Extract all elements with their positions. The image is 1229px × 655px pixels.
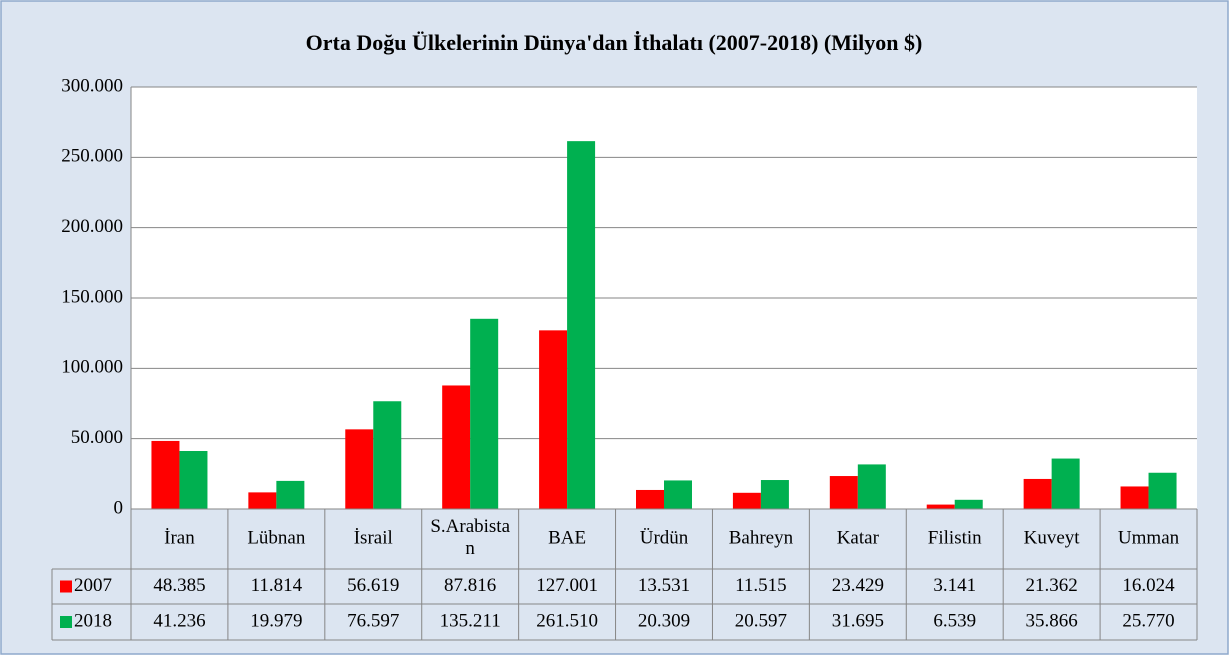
table-value: 261.510 [536,610,598,631]
category-label: Filistin [928,527,982,548]
y-tick-label: 0 [114,497,124,518]
bar [829,476,858,509]
bar [926,504,955,509]
bar [1023,478,1052,509]
table-value: 87.816 [444,575,496,596]
bar [539,330,568,509]
table-value: 21.362 [1026,575,1078,596]
bar [664,480,692,509]
category-label: İsrail [354,527,393,548]
y-tick-label: 250.000 [61,146,123,167]
bar [732,492,761,509]
bar [636,489,664,509]
table-value: 13.531 [638,575,690,596]
bar [857,464,886,509]
y-tick-label: 200.000 [61,216,123,237]
table-value: 25.770 [1122,610,1174,631]
legend-label: 2018 [74,610,112,631]
bar [1051,458,1080,509]
table-value: 76.597 [347,610,399,631]
table-value: 41.236 [153,610,205,631]
bar [442,385,471,509]
bar [345,429,374,509]
bar [151,440,180,509]
bar [373,401,402,509]
legend-swatch [60,580,72,593]
table-value: 20.597 [735,610,787,631]
y-tick-label: 50.000 [71,427,123,448]
chart-title: Orta Doğu Ülkelerinin Dünya'dan İthalatı… [306,30,923,55]
category-label: İran [164,527,195,548]
table-value: 6.539 [933,610,976,631]
y-tick-label: 300.000 [61,75,123,96]
category-label: Bahreyn [729,527,794,548]
table-value: 19.979 [250,610,302,631]
table-value: 135.211 [440,610,501,631]
table-value: 35.866 [1026,610,1078,631]
category-label: Kuveyt [1024,527,1081,548]
legend-swatch [60,616,72,628]
category-label: Katar [837,527,880,548]
y-tick-label: 150.000 [61,286,123,307]
table-value: 31.695 [832,610,884,631]
bar [276,480,305,509]
table-value: 16.024 [1122,575,1175,596]
bar [954,499,983,509]
bar [1148,472,1177,509]
category-label: S.Arabista n [430,516,510,559]
bar [179,450,208,509]
table-value: 11.515 [735,575,787,596]
bar [760,480,789,509]
table-value: 56.619 [347,575,399,596]
table-value: 20.309 [638,610,690,631]
bar [567,141,596,510]
bar [470,318,499,509]
category-label: BAE [548,527,586,548]
category-label: Lübnan [247,527,306,548]
table-value: 48.385 [153,575,205,596]
table-value: 11.814 [251,575,303,596]
bar [1120,486,1149,509]
table-value: 3.141 [933,575,976,596]
table-value: 23.429 [832,575,884,596]
bar [248,492,277,509]
legend-label: 2007 [74,575,112,596]
category-label: Ürdün [640,527,689,548]
table-value: 127.001 [536,575,598,596]
category-label: Umman [1118,527,1180,548]
y-tick-label: 100.000 [61,357,123,378]
